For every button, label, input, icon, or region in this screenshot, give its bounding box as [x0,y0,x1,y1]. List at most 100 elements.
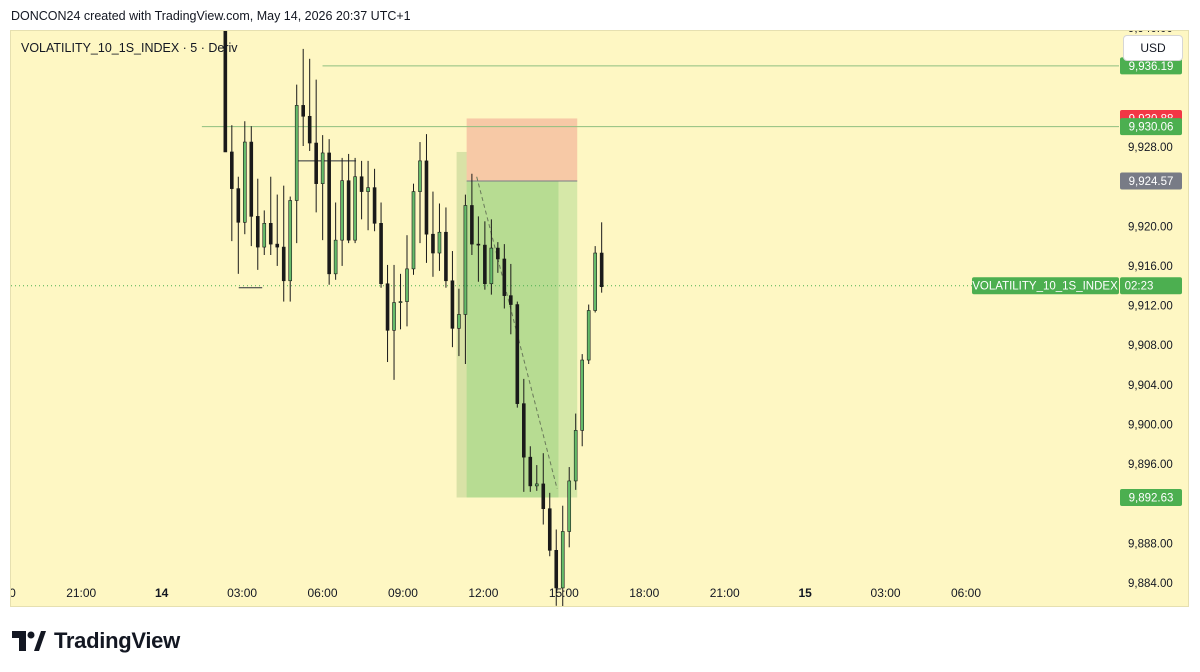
candle-body-down [431,233,435,254]
candle-body-up [411,191,416,270]
x-tick-label: 15 [798,586,812,600]
countdown-tag-text: 02:23 [1125,281,1154,293]
chart-pane[interactable]: 9,940.00 9,928.00 9,920.00 9,916.00 9,912.00… [10,30,1189,607]
x-tick-label: 06:00 [951,586,981,600]
candle [333,202,338,280]
candle [541,453,546,525]
candle-body-down [509,295,513,305]
candle [249,126,254,247]
candle-body-up [593,252,597,311]
candle [340,157,344,266]
candle [599,222,604,293]
tradingview-logo-text: TradingView [54,628,180,653]
candle-body-up [353,176,357,241]
candle [288,196,293,302]
candle [223,31,228,153]
tradingview-logo[interactable]: TradingView [12,627,180,655]
y-tick-label: 9,904.00 [1128,380,1173,392]
x-tick-label: 09:00 [388,586,418,600]
price-axis[interactable]: 9,940.00 9,928.00 9,920.00 9,916.00 9,912.00… [1128,31,1173,590]
candle [294,84,299,244]
y-tick-label: 9,916.00 [1128,261,1173,273]
candle-body-down [307,115,312,144]
candle-body-down [476,243,481,246]
candle [314,79,318,213]
candle [301,48,305,147]
tradingview-logo-icon [12,631,46,651]
candle-body-up [463,205,468,315]
price-tag-text: 9,892.63 [1129,492,1174,504]
x-tick-label: 03:00 [871,586,901,600]
candle-body-up [580,359,585,431]
candle [431,191,435,277]
y-tick-label: 9,908.00 [1128,340,1173,352]
price-tag-text: 9,936.19 [1129,61,1174,73]
candle-body-down [359,176,364,192]
symbol-legend[interactable]: VOLATILITY_10_1S_INDEX · 5 · Deriv [21,41,238,55]
candle [392,264,396,380]
candle-body-up [489,247,494,285]
candle [281,185,286,302]
position-tool-layer[interactable] [456,118,578,498]
candle [476,216,481,282]
y-tick-label: 9,912.00 [1128,301,1173,313]
candle [547,492,552,557]
candle [522,378,526,492]
candle [437,203,442,271]
candle [411,183,416,275]
candle-body-down [223,31,228,153]
candle [327,139,331,285]
candle-body-up [398,301,403,303]
symbol-tag-bg [972,277,1119,295]
candle [567,467,572,548]
x-tick-label: 03:00 [227,586,257,600]
candle [534,465,539,491]
chart-attribution: DONCON24 created with TradingView.com, M… [11,9,411,23]
candle-body-down [496,247,500,260]
x-tick-label: 21:00 [66,586,96,600]
candle [450,251,455,348]
candle-body-down [301,105,305,117]
candle-body-down [385,283,390,331]
candle-body-down [554,549,559,589]
take-profit-filled-zone [466,180,559,498]
candle [398,273,403,330]
candle [405,235,409,327]
candle-body-up [437,231,442,254]
candle-body-up [262,223,267,248]
candle-body-up [333,239,338,275]
candle [444,207,448,288]
candle-body-up [418,160,422,192]
y-tick-label: 9,896.00 [1128,459,1173,471]
price-tag-green: 9,936.19 [1120,57,1182,75]
candle-body-down [470,205,474,245]
time-axis[interactable]: 15:0018:0021:001403:0006:0009:0012:0015:… [11,586,981,600]
candle-body-up [340,180,344,241]
candle-body-down [327,152,331,275]
price-tag-text: 9,930.06 [1129,122,1174,134]
price-tags-layer: 9,936.199,930.889,930.069,924.579,892.63… [972,57,1182,506]
chart-canvas[interactable]: 9,940.00 9,928.00 9,920.00 9,916.00 9,912.00… [11,31,1189,607]
y-tick-label: 9,884.00 [1128,578,1173,590]
candle-body-down [236,188,241,223]
candle [236,176,241,274]
candle [457,288,461,357]
price-tag-green: 9,930.06 [1120,118,1182,136]
price-tag-text: 9,924.57 [1129,176,1174,188]
price-tag-gray: 9,924.57 [1120,172,1182,190]
currency-button[interactable]: USD [1123,35,1183,61]
candle-body-up [457,314,461,329]
candle-body-up [288,200,293,282]
candle [509,263,513,335]
price-tag-green: 9,892.63 [1120,488,1182,506]
candle-body-down [502,258,507,296]
candle [463,194,468,365]
candle-body-up [320,152,325,184]
price-lines-layer [11,65,1119,289]
candle [268,176,273,256]
candle-body-up [573,430,578,482]
candle-body-down [372,187,377,224]
candle [573,413,578,490]
candle-body-down [547,508,552,551]
candle [528,446,533,492]
